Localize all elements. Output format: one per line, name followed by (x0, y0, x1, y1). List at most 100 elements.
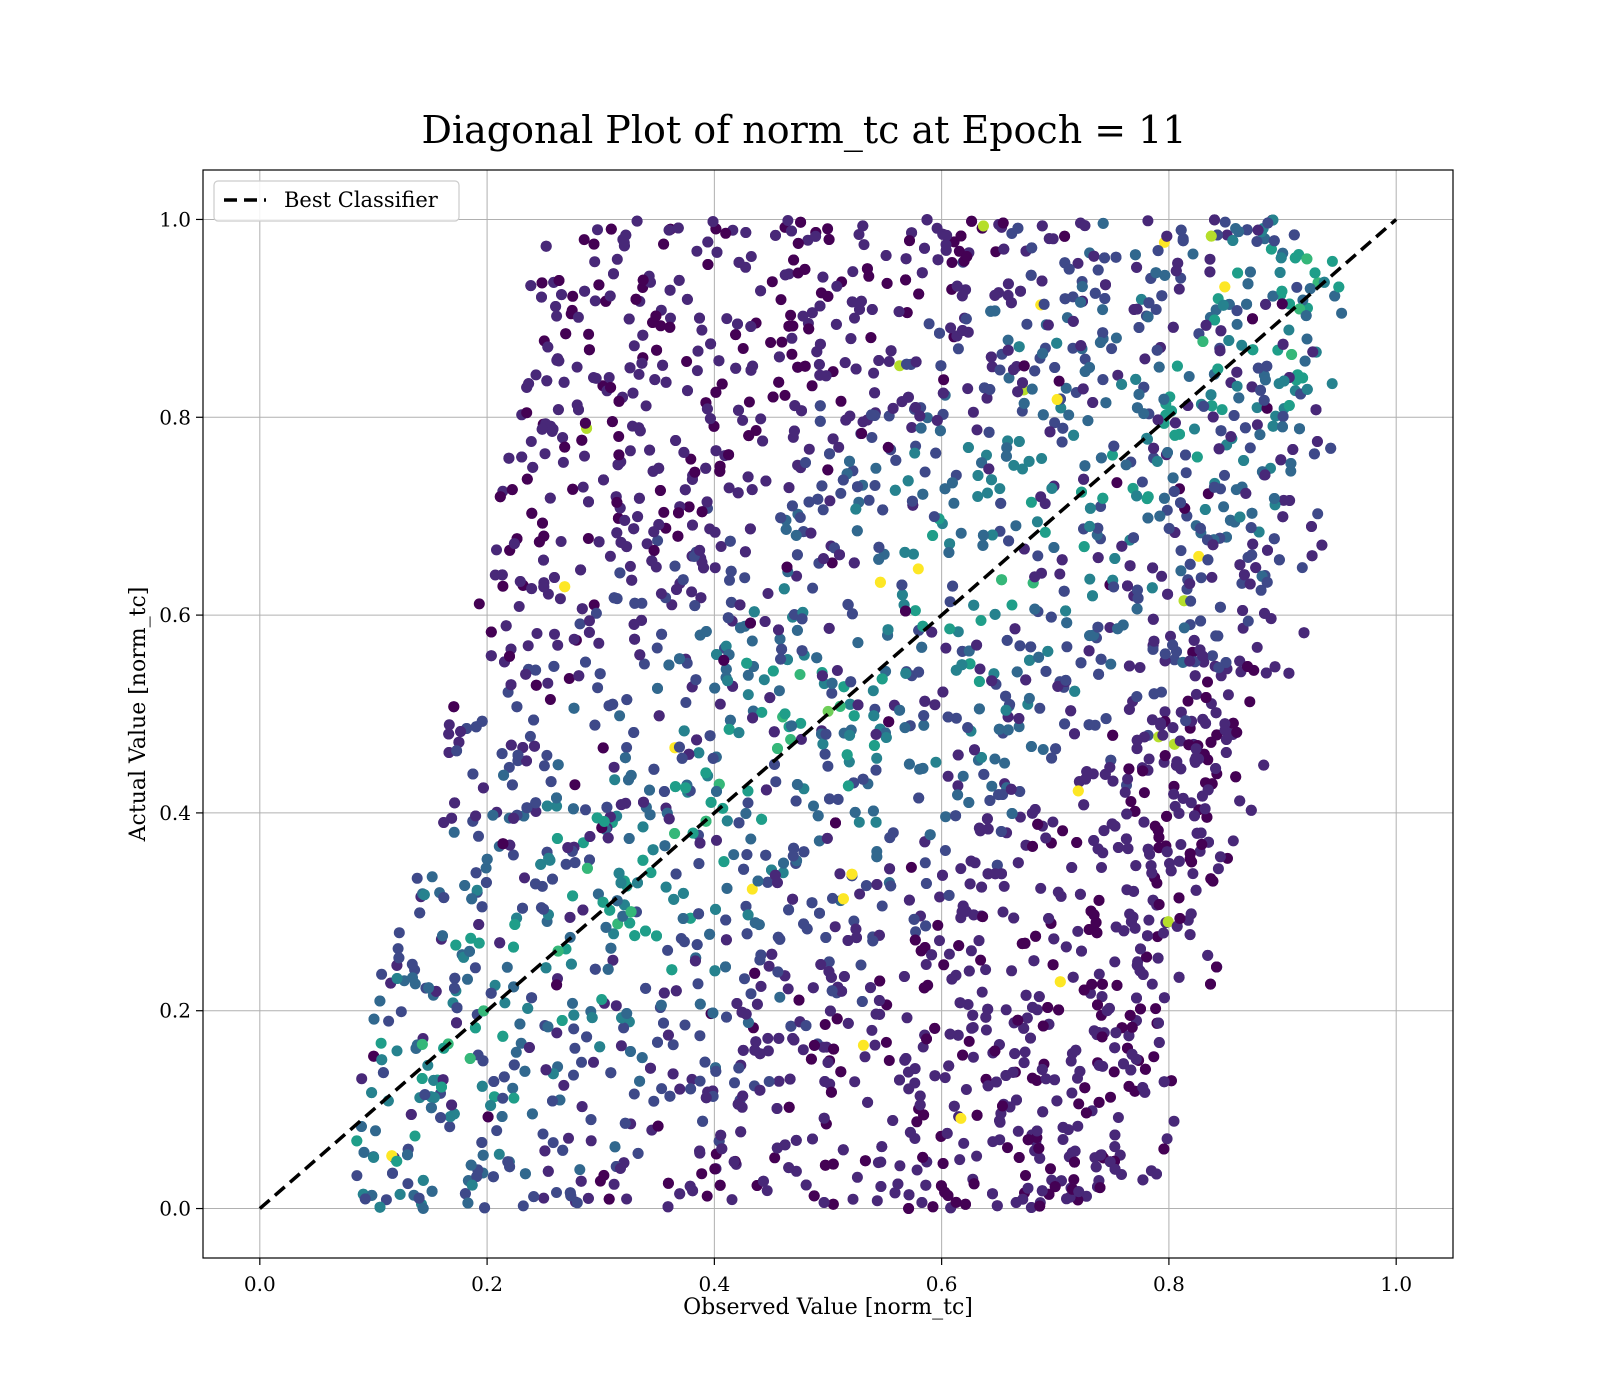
scatter-point (1129, 922, 1141, 934)
scatter-point (821, 832, 833, 844)
scatter-point (1122, 580, 1133, 592)
scatter-point (696, 1168, 708, 1180)
scatter-point (1162, 447, 1173, 458)
scatter-point (943, 889, 955, 901)
scatter-point (1187, 868, 1199, 880)
scatter-point (1077, 383, 1089, 395)
scatter-point (1075, 340, 1087, 352)
scatter-point (930, 447, 942, 459)
scatter-point (662, 944, 674, 956)
scatter-point (1067, 971, 1079, 983)
scatter-point (942, 711, 954, 723)
scatter-point (1131, 743, 1143, 755)
scatter-point (613, 449, 625, 461)
scatter-point (1054, 976, 1066, 988)
scatter-point (987, 1188, 998, 1200)
scatter-point (455, 726, 467, 737)
scatter-point (792, 237, 804, 249)
scatter-point (1241, 224, 1253, 236)
scatter-point (749, 967, 761, 979)
scatter-point (629, 930, 641, 942)
scatter-point (366, 1087, 378, 1099)
scatter-point (1205, 389, 1217, 401)
scatter-point (387, 1167, 398, 1179)
scatter-point (1013, 713, 1025, 724)
scatter-point (1159, 750, 1171, 762)
scatter-point (859, 1155, 871, 1167)
scatter-point (889, 484, 901, 496)
scatter-point (592, 224, 603, 236)
scatter-point (881, 277, 893, 289)
scatter-point (1161, 504, 1173, 516)
scatter-point (517, 1200, 529, 1212)
scatter-point (1234, 655, 1246, 667)
scatter-point (1018, 397, 1030, 409)
scatter-point (986, 780, 998, 792)
scatter-point (810, 230, 822, 242)
scatter-point (937, 686, 949, 698)
scatter-point (644, 784, 655, 796)
scatter-point (793, 994, 805, 1006)
scatter-point (1255, 384, 1266, 396)
scatter-point (1212, 863, 1224, 875)
scatter-point (937, 869, 948, 881)
scatter-point (1066, 1147, 1078, 1159)
scatter-point (1180, 449, 1191, 461)
scatter-point (567, 890, 579, 902)
scatter-point (1175, 224, 1187, 236)
scatter-point (732, 318, 743, 330)
scatter-point (351, 1170, 363, 1182)
scatter-point (762, 1032, 774, 1044)
scatter-point (411, 872, 423, 884)
scatter-point (653, 710, 665, 722)
scatter-point (680, 697, 692, 708)
scatter-point (579, 285, 591, 297)
scatter-point (914, 1090, 926, 1102)
scatter-point (1309, 267, 1321, 279)
scatter-point (721, 1011, 732, 1023)
scatter-point (418, 889, 430, 901)
scatter-point (963, 965, 975, 977)
scatter-point (1184, 578, 1196, 590)
scatter-point (738, 863, 750, 875)
scatter-point (835, 1066, 847, 1078)
scatter-point (1275, 454, 1287, 466)
scatter-point (772, 931, 784, 943)
scatter-point (1060, 941, 1072, 953)
scatter-point (725, 565, 737, 577)
scatter-point (1128, 304, 1140, 315)
scatter-point (1184, 848, 1196, 860)
scatter-point (465, 932, 477, 944)
scatter-point (1154, 510, 1166, 522)
scatter-point (903, 1189, 915, 1201)
scatter-point (477, 1055, 489, 1067)
scatter-point (1093, 968, 1105, 980)
scatter-point (1126, 1021, 1138, 1033)
scatter-point (406, 958, 418, 970)
scatter-point (370, 1125, 381, 1137)
scatter-point (701, 1190, 713, 1202)
scatter-point (552, 639, 564, 651)
scatter-point (1125, 1064, 1137, 1076)
y-tick-label: 0.6 (159, 603, 191, 627)
scatter-point (1269, 661, 1281, 673)
scatter-point (805, 527, 817, 539)
scatter-point (1046, 752, 1058, 764)
scatter-point (1091, 927, 1103, 939)
scatter-point (716, 378, 728, 390)
scatter-point (911, 1116, 923, 1128)
scatter-point (892, 1178, 904, 1190)
scatter-point (775, 294, 787, 306)
scatter-point (882, 624, 894, 636)
scatter-point (1175, 763, 1187, 775)
scatter-point (1097, 374, 1109, 386)
scatter-point (792, 361, 804, 373)
scatter-point (1242, 661, 1253, 672)
scatter-point (669, 828, 681, 839)
scatter-point (1035, 491, 1047, 503)
scatter-point (808, 1190, 820, 1202)
scatter-point (734, 599, 746, 611)
scatter-point (1040, 665, 1052, 677)
scatter-point (579, 450, 590, 462)
scatter-point (480, 862, 492, 874)
